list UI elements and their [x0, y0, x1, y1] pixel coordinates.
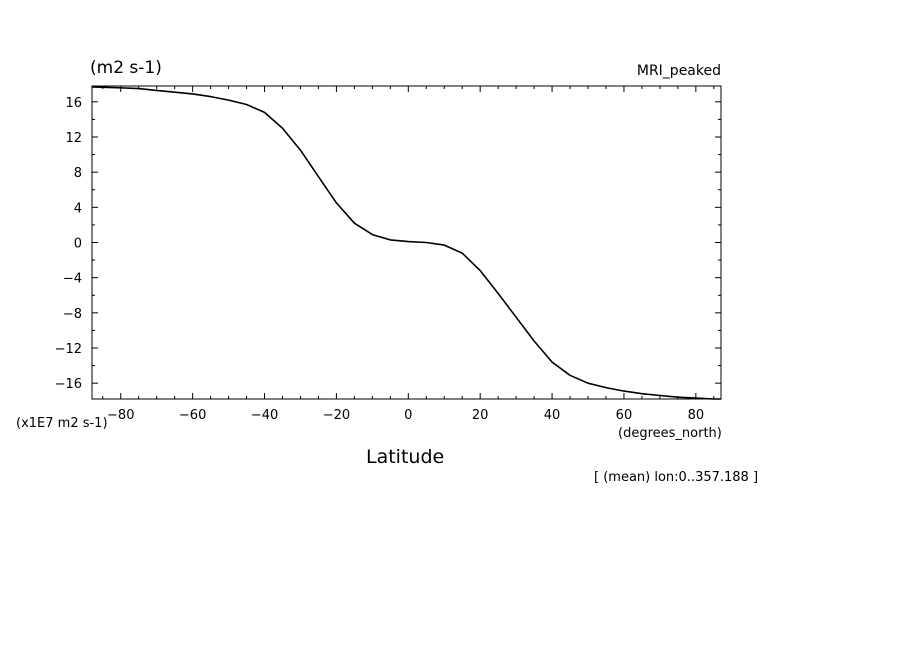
plot-frame	[91, 85, 722, 400]
x-axis-title: Latitude	[366, 446, 445, 468]
x-tick-label: 0	[404, 408, 412, 423]
x-units-label: (degrees_north)	[618, 426, 722, 441]
y-tick-label: 16	[65, 96, 82, 111]
x-tick-label: 40	[544, 408, 561, 423]
y-tick-label: 12	[65, 131, 82, 146]
y-tick-label: −8	[63, 307, 82, 322]
y-tick-label: 4	[74, 201, 82, 216]
y-scale-note: (x1E7 m2 s-1)	[16, 416, 108, 431]
x-tick-label: −80	[107, 408, 134, 423]
series-layer	[91, 86, 721, 400]
chart-title: MRI_peaked	[636, 63, 721, 79]
y-tick-label: 0	[74, 237, 82, 252]
y-tick-label: −12	[55, 342, 82, 357]
x-tick-label: 60	[616, 408, 633, 423]
y-tick-label: −4	[63, 272, 82, 287]
series-line	[91, 86, 721, 400]
x-tick-label: 20	[472, 408, 489, 423]
x-tick-label: 80	[688, 408, 705, 423]
x-tick-label: −40	[251, 408, 278, 423]
x-tick-label: −20	[323, 408, 350, 423]
x-tick-label: −60	[179, 408, 206, 423]
y-tick-label: −16	[55, 377, 82, 392]
y-units-label: (m2 s-1)	[90, 58, 162, 78]
y-tick-label: 8	[74, 166, 82, 181]
averaging-footnote: [ (mean) lon:0..357.188 ]	[594, 470, 759, 485]
